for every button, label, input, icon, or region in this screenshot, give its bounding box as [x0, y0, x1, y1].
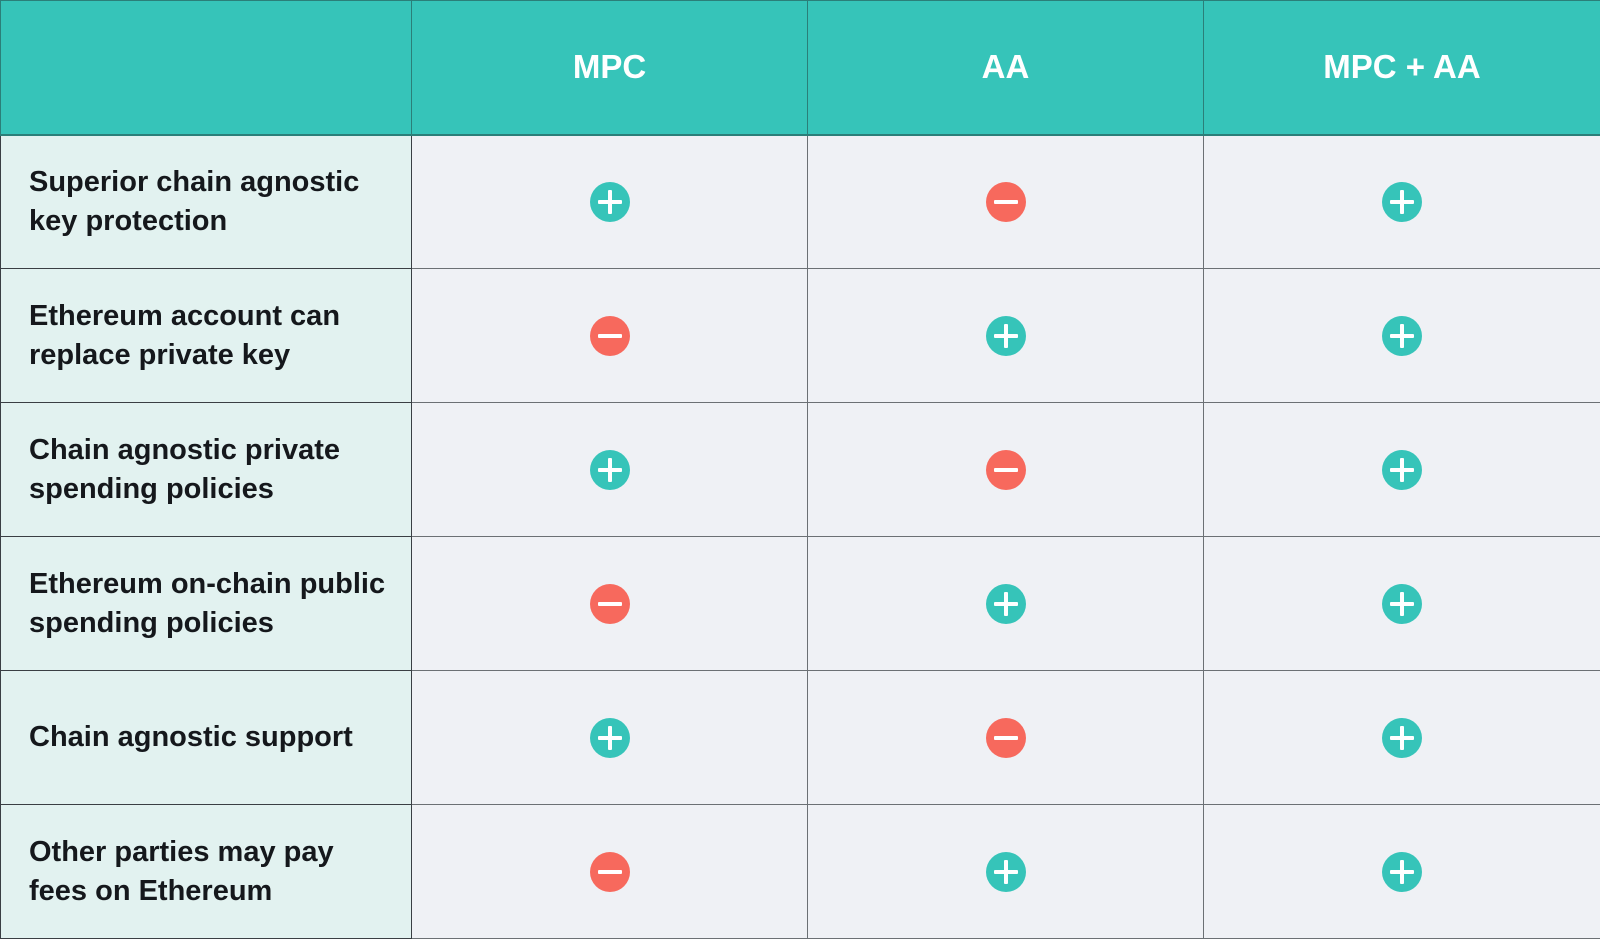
feature-label: Ethereum on-chain public spending polici…: [0, 536, 412, 671]
plus-circle-icon: [589, 181, 630, 222]
header-row: MPC AA MPC + AA: [0, 0, 1600, 136]
plus-circle-icon: [1382, 315, 1422, 356]
minus-circle-icon: [985, 717, 1026, 758]
cell-mpc-aa: [1203, 536, 1600, 671]
cell-aa: [807, 536, 1204, 671]
table-body: Superior chain agnostic key protection Et…: [0, 134, 1600, 939]
column-header-aa: AA: [807, 0, 1204, 136]
cell-mpc: [411, 268, 808, 403]
cell-aa: [807, 670, 1204, 805]
cell-mpc: [411, 402, 808, 537]
feature-label: Other parties may pay fees on Ethereum: [0, 804, 412, 939]
plus-circle-icon: [1382, 181, 1422, 222]
cell-aa: [807, 804, 1204, 939]
table-row: Chain agnostic private spending policies: [0, 402, 1600, 537]
minus-circle-icon: [589, 851, 630, 892]
cell-mpc-aa: [1203, 268, 1600, 403]
column-header-mpc: MPC: [411, 0, 808, 136]
cell-mpc: [411, 804, 808, 939]
minus-circle-icon: [589, 583, 630, 624]
plus-circle-icon: [985, 851, 1026, 892]
cell-aa: [807, 268, 1204, 403]
header-corner-cell: [0, 0, 412, 136]
plus-circle-icon: [1382, 583, 1422, 624]
cell-mpc-aa: [1203, 804, 1600, 939]
cell-aa: [807, 134, 1204, 269]
table-row: Ethereum account can replace private key: [0, 268, 1600, 403]
cell-mpc-aa: [1203, 134, 1600, 269]
cell-mpc: [411, 536, 808, 671]
table-row: Other parties may pay fees on Ethereum: [0, 804, 1600, 939]
minus-circle-icon: [985, 181, 1026, 222]
cell-mpc-aa: [1203, 670, 1600, 805]
plus-circle-icon: [1382, 449, 1422, 490]
table-row: Superior chain agnostic key protection: [0, 134, 1600, 269]
feature-label: Superior chain agnostic key protection: [0, 134, 412, 269]
plus-circle-icon: [589, 449, 630, 490]
minus-circle-icon: [985, 449, 1026, 490]
plus-circle-icon: [985, 583, 1026, 624]
cell-aa: [807, 402, 1204, 537]
feature-label: Ethereum account can replace private key: [0, 268, 412, 403]
cell-mpc-aa: [1203, 402, 1600, 537]
feature-label: Chain agnostic support: [0, 670, 412, 805]
cell-mpc: [411, 670, 808, 805]
minus-circle-icon: [589, 315, 630, 356]
plus-circle-icon: [1382, 851, 1422, 892]
plus-circle-icon: [589, 717, 630, 758]
feature-label: Chain agnostic private spending policies: [0, 402, 412, 537]
plus-circle-icon: [985, 315, 1026, 356]
table-row: Ethereum on-chain public spending polici…: [0, 536, 1600, 671]
column-header-mpc-aa: MPC + AA: [1203, 0, 1600, 136]
table-row: Chain agnostic support: [0, 670, 1600, 805]
plus-circle-icon: [1382, 717, 1422, 758]
cell-mpc: [411, 134, 808, 269]
